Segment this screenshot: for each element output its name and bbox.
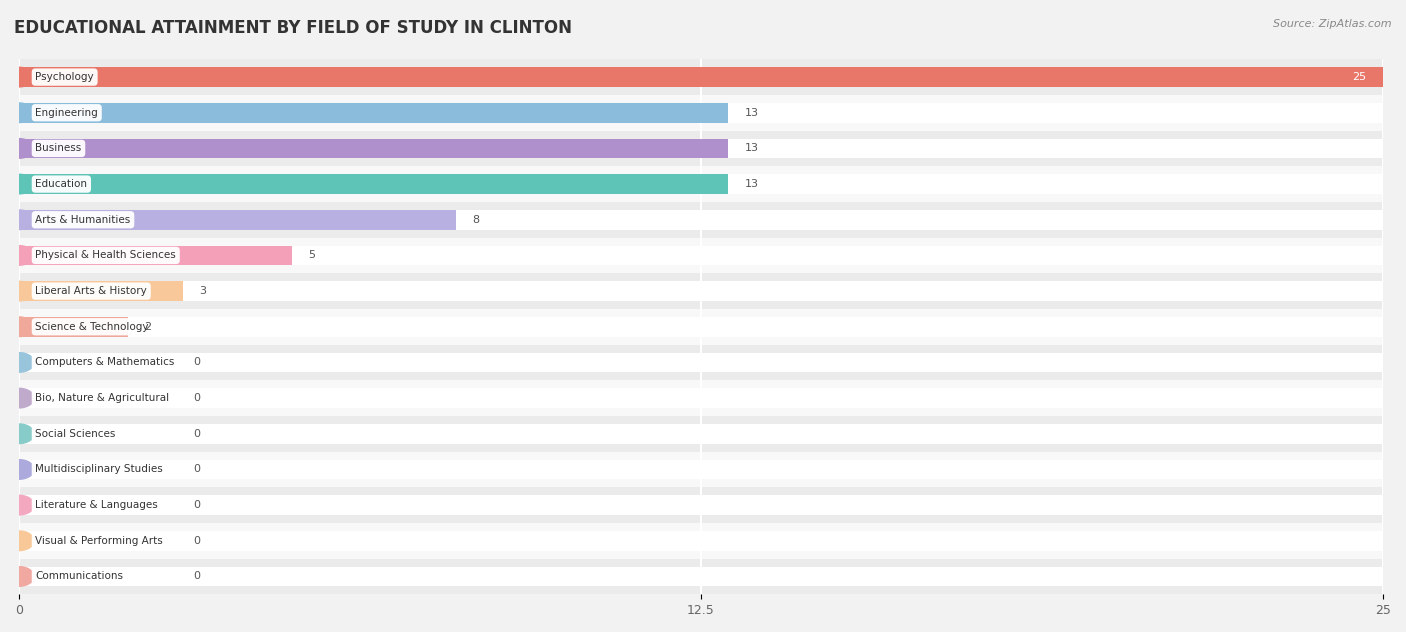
Text: 0: 0 xyxy=(194,571,201,581)
Bar xyxy=(20,380,1384,416)
Text: Multidisciplinary Studies: Multidisciplinary Studies xyxy=(35,465,163,475)
Bar xyxy=(20,238,1384,273)
Bar xyxy=(20,246,1384,265)
Text: EDUCATIONAL ATTAINMENT BY FIELD OF STUDY IN CLINTON: EDUCATIONAL ATTAINMENT BY FIELD OF STUDY… xyxy=(14,19,572,37)
Bar xyxy=(20,103,1384,123)
Text: 0: 0 xyxy=(194,393,201,403)
Bar xyxy=(20,567,1384,586)
Text: Business: Business xyxy=(35,143,82,154)
Bar xyxy=(20,138,1384,158)
Text: 0: 0 xyxy=(194,358,201,367)
Bar xyxy=(20,210,1384,229)
Bar xyxy=(20,523,1384,559)
Bar xyxy=(20,487,1384,523)
Bar xyxy=(20,559,1384,594)
Circle shape xyxy=(4,388,34,408)
Text: 13: 13 xyxy=(745,107,759,118)
Bar xyxy=(20,309,1384,344)
Text: Source: ZipAtlas.com: Source: ZipAtlas.com xyxy=(1274,19,1392,29)
Bar xyxy=(20,388,1384,408)
Circle shape xyxy=(4,67,34,87)
Text: 0: 0 xyxy=(194,428,201,439)
Text: Literature & Languages: Literature & Languages xyxy=(35,500,157,510)
Circle shape xyxy=(4,424,34,444)
Bar xyxy=(20,273,1384,309)
Bar xyxy=(20,317,128,337)
Bar xyxy=(20,166,1384,202)
Bar xyxy=(20,495,1384,515)
Text: Communications: Communications xyxy=(35,571,124,581)
Bar xyxy=(20,416,1384,452)
Bar xyxy=(20,174,1384,194)
Text: Physical & Health Sciences: Physical & Health Sciences xyxy=(35,250,176,260)
Bar xyxy=(20,67,1384,87)
Text: Liberal Arts & History: Liberal Arts & History xyxy=(35,286,148,296)
Circle shape xyxy=(4,567,34,586)
Text: 5: 5 xyxy=(308,250,315,260)
Bar xyxy=(20,281,1384,301)
Bar xyxy=(20,344,1384,380)
Bar xyxy=(20,202,1384,238)
Bar xyxy=(20,246,292,265)
Bar xyxy=(20,103,728,123)
Text: Bio, Nature & Agricultural: Bio, Nature & Agricultural xyxy=(35,393,170,403)
Circle shape xyxy=(4,495,34,515)
Text: 0: 0 xyxy=(194,465,201,475)
Text: 3: 3 xyxy=(200,286,207,296)
Text: 13: 13 xyxy=(745,179,759,189)
Circle shape xyxy=(4,138,34,158)
Circle shape xyxy=(4,459,34,479)
Text: Science & Technology: Science & Technology xyxy=(35,322,149,332)
Circle shape xyxy=(4,246,34,265)
Text: Arts & Humanities: Arts & Humanities xyxy=(35,215,131,225)
Bar xyxy=(20,210,456,229)
Bar xyxy=(20,59,1384,95)
Bar xyxy=(20,131,1384,166)
Bar xyxy=(20,281,183,301)
Bar xyxy=(20,138,728,158)
Text: Engineering: Engineering xyxy=(35,107,98,118)
Text: Social Sciences: Social Sciences xyxy=(35,428,115,439)
Text: 8: 8 xyxy=(472,215,479,225)
Bar xyxy=(20,174,728,194)
Bar xyxy=(20,317,1384,337)
Text: Visual & Performing Arts: Visual & Performing Arts xyxy=(35,536,163,546)
Bar xyxy=(20,424,1384,444)
Text: 0: 0 xyxy=(194,500,201,510)
Text: 25: 25 xyxy=(1353,72,1367,82)
Bar xyxy=(20,353,1384,372)
Bar xyxy=(20,531,1384,550)
Text: 0: 0 xyxy=(194,536,201,546)
Circle shape xyxy=(4,174,34,194)
Bar xyxy=(20,95,1384,131)
Text: 13: 13 xyxy=(745,143,759,154)
Circle shape xyxy=(4,281,34,301)
Bar xyxy=(20,67,1384,87)
Text: Education: Education xyxy=(35,179,87,189)
Circle shape xyxy=(4,353,34,372)
Text: 2: 2 xyxy=(145,322,152,332)
Text: Computers & Mathematics: Computers & Mathematics xyxy=(35,358,174,367)
Circle shape xyxy=(4,210,34,229)
Circle shape xyxy=(4,317,34,337)
Bar xyxy=(20,452,1384,487)
Circle shape xyxy=(4,103,34,123)
Circle shape xyxy=(4,531,34,550)
Bar xyxy=(20,459,1384,479)
Text: Psychology: Psychology xyxy=(35,72,94,82)
